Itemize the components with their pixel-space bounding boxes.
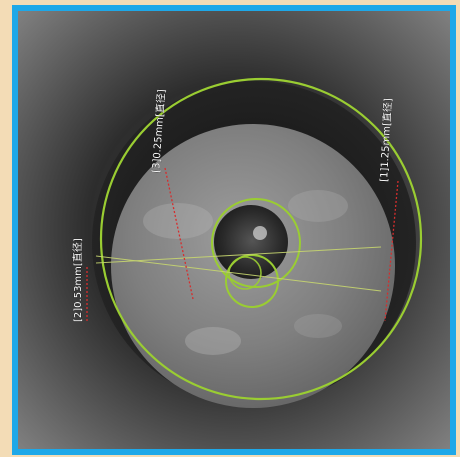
- inner-hole: [214, 205, 288, 279]
- surface-texture: [143, 190, 348, 355]
- guide-line-2: [95, 246, 382, 264]
- measurement-circle-3: [225, 254, 279, 308]
- microscope-image: [3]0.25mm[直径] [1]1.25mm[直径] [2]0.53mm[直径…: [18, 11, 450, 449]
- measurement-circle-1: [99, 77, 423, 401]
- measurement-label-2: [2]0.53mm[直径]: [71, 238, 84, 322]
- measurement-circle-4: [228, 256, 262, 290]
- measurement-line-1: [384, 180, 399, 322]
- guide-line-1: [95, 255, 382, 292]
- measurement-circle-2: [211, 198, 301, 288]
- inner-highlight: [253, 226, 267, 240]
- microscope-image-viewer: [3]0.25mm[直径] [1]1.25mm[直径] [2]0.53mm[直径…: [12, 5, 456, 455]
